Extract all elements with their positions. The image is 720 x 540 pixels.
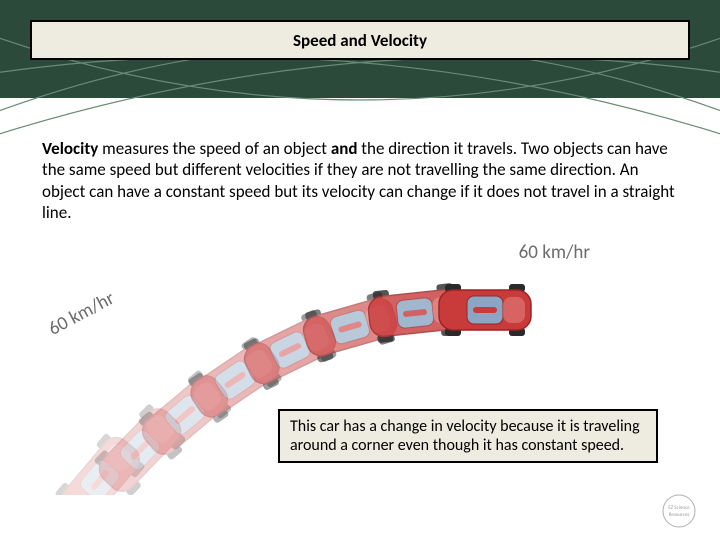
header-band: Speed and Velocity: [0, 0, 720, 98]
body-text-1: measures the speed of an object: [98, 138, 331, 159]
car-instance: [439, 284, 531, 336]
car-diagram: 60 km/hr 60 km/hr This car has a chan: [0, 235, 720, 495]
and-word: and: [331, 138, 358, 159]
body-paragraph: Velocity measures the speed of an object…: [0, 98, 720, 235]
title-box: Speed and Velocity: [30, 20, 690, 60]
logo-line1: EZ Science: [668, 505, 690, 511]
lead-word: Velocity: [42, 138, 98, 159]
caption-box: This car has a change in velocity becaus…: [278, 409, 658, 463]
brand-logo: EZ Science Resources: [656, 492, 702, 530]
logo-line2: Resources: [669, 512, 690, 518]
caption-text: This car has a change in velocity becaus…: [290, 417, 640, 455]
page-title: Speed and Velocity: [293, 30, 427, 51]
